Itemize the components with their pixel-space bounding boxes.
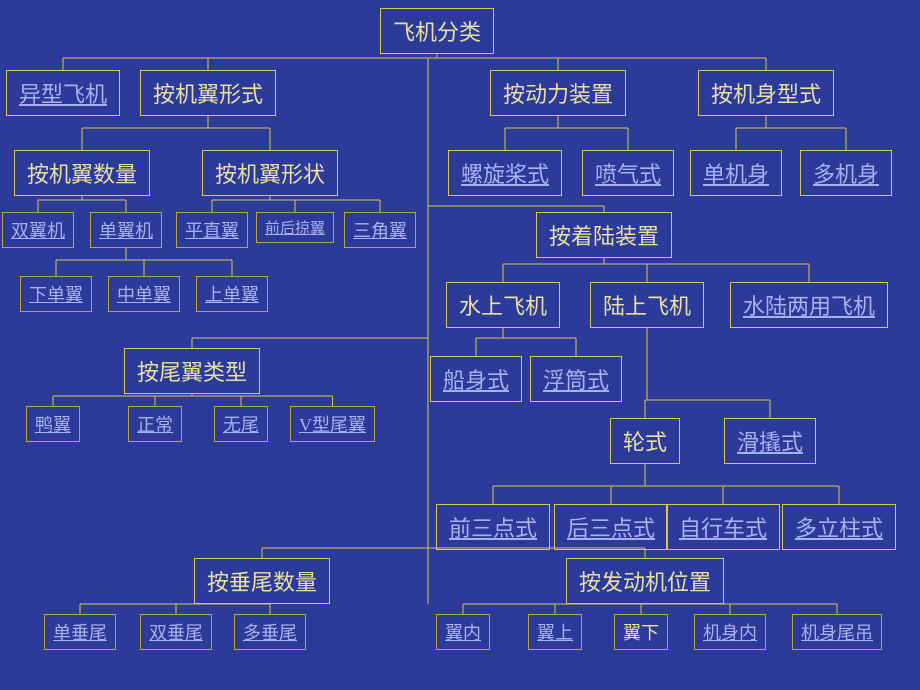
node-byPower: 按动力装置 <box>490 70 626 116</box>
node-label: 飞机分类 <box>393 15 481 47</box>
node-label: 按动力装置 <box>503 77 613 109</box>
node-seaplane: 水上飞机 <box>446 282 560 328</box>
node-bicycle[interactable]: 自行车式 <box>666 504 780 550</box>
node-label: 喷气式 <box>595 157 661 189</box>
node-label: 自行车式 <box>679 511 767 543</box>
node-label: 按机身型式 <box>711 77 821 109</box>
node-swept[interactable]: 前后掠翼 <box>256 212 334 243</box>
node-amphib[interactable]: 水陆两用飞机 <box>730 282 888 328</box>
node-label: 三角翼 <box>353 217 407 243</box>
node-label: 机身尾吊 <box>801 619 873 645</box>
node-label: 轮式 <box>623 425 667 457</box>
node-label: 单机身 <box>703 157 769 189</box>
node-label: 按尾翼类型 <box>137 355 247 387</box>
node-label: 翼内 <box>445 619 481 645</box>
node-label: 后三点式 <box>567 511 655 543</box>
node-singleV[interactable]: 单垂尾 <box>44 614 116 650</box>
node-tailless[interactable]: 无尾 <box>214 406 268 442</box>
node-doubleV[interactable]: 双垂尾 <box>140 614 212 650</box>
node-monoplane[interactable]: 单翼机 <box>90 212 162 248</box>
node-onWing[interactable]: 翼上 <box>528 614 582 650</box>
node-label: V型尾翼 <box>299 411 366 437</box>
node-root: 飞机分类 <box>380 8 494 54</box>
node-inFus[interactable]: 机身内 <box>694 614 766 650</box>
node-label: 双垂尾 <box>149 619 203 645</box>
node-jet[interactable]: 喷气式 <box>582 150 674 196</box>
node-straight[interactable]: 平直翼 <box>176 212 248 248</box>
node-normal[interactable]: 正常 <box>128 406 182 442</box>
node-label: 机身内 <box>703 619 757 645</box>
node-singleF[interactable]: 单机身 <box>690 150 782 196</box>
node-byVtailNum: 按垂尾数量 <box>194 558 330 604</box>
node-label: 下单翼 <box>29 281 83 307</box>
node-skid[interactable]: 滑撬式 <box>724 418 816 464</box>
node-label: 陆上飞机 <box>603 289 691 321</box>
node-label: 翼上 <box>537 619 573 645</box>
node-label: 按机翼形状 <box>215 157 325 189</box>
node-label: 单翼机 <box>99 217 153 243</box>
node-label: 按垂尾数量 <box>207 565 317 597</box>
node-label: 多机身 <box>813 157 879 189</box>
node-byWingShape: 按机翼形状 <box>202 150 338 196</box>
node-inWing[interactable]: 翼内 <box>436 614 490 650</box>
node-label: 按机翼形式 <box>153 77 263 109</box>
node-label: 无尾 <box>223 411 259 437</box>
node-label: 水陆两用飞机 <box>743 289 875 321</box>
node-canard[interactable]: 鸭翼 <box>26 406 80 442</box>
node-delta[interactable]: 三角翼 <box>344 212 416 248</box>
node-label: 鸭翼 <box>35 411 71 437</box>
node-byEnginePos: 按发动机位置 <box>566 558 724 604</box>
node-float[interactable]: 浮筒式 <box>530 356 622 402</box>
node-byWingNum: 按机翼数量 <box>14 150 150 196</box>
node-label: 双翼机 <box>11 217 65 243</box>
node-label: 单垂尾 <box>53 619 107 645</box>
node-label: 滑撬式 <box>737 425 803 457</box>
node-byTail: 按尾翼类型 <box>124 348 260 394</box>
node-vtail[interactable]: V型尾翼 <box>290 406 375 442</box>
node-byLanding: 按着陆装置 <box>536 212 672 258</box>
node-multiF[interactable]: 多机身 <box>800 150 892 196</box>
node-label: 中单翼 <box>117 281 171 307</box>
node-byWing: 按机翼形式 <box>140 70 276 116</box>
node-biplane[interactable]: 双翼机 <box>2 212 74 248</box>
node-odd[interactable]: 异型飞机 <box>6 70 120 116</box>
node-underWing: 翼下 <box>614 614 668 650</box>
node-label: 按机翼数量 <box>27 157 137 189</box>
node-label: 异型飞机 <box>19 77 107 109</box>
node-midW[interactable]: 中单翼 <box>108 276 180 312</box>
node-label: 翼下 <box>623 619 659 645</box>
node-hull[interactable]: 船身式 <box>430 356 522 402</box>
node-byFuselage: 按机身型式 <box>698 70 834 116</box>
node-label: 螺旋桨式 <box>461 157 549 189</box>
node-label: 多立柱式 <box>795 511 883 543</box>
node-tailMount[interactable]: 机身尾吊 <box>792 614 882 650</box>
node-label: 正常 <box>137 411 173 437</box>
node-label: 平直翼 <box>185 217 239 243</box>
node-multiV[interactable]: 多垂尾 <box>234 614 306 650</box>
node-multipost[interactable]: 多立柱式 <box>782 504 896 550</box>
node-label: 船身式 <box>443 363 509 395</box>
node-label: 浮筒式 <box>543 363 609 395</box>
node-landplane: 陆上飞机 <box>590 282 704 328</box>
node-tricycle[interactable]: 前三点式 <box>436 504 550 550</box>
node-propeller[interactable]: 螺旋桨式 <box>448 150 562 196</box>
node-taildragger[interactable]: 后三点式 <box>554 504 668 550</box>
node-label: 按发动机位置 <box>579 565 711 597</box>
node-wheel: 轮式 <box>610 418 680 464</box>
node-label: 前三点式 <box>449 511 537 543</box>
node-lowW[interactable]: 下单翼 <box>20 276 92 312</box>
node-highW[interactable]: 上单翼 <box>196 276 268 312</box>
node-label: 上单翼 <box>205 281 259 307</box>
node-label: 按着陆装置 <box>549 219 659 251</box>
node-label: 水上飞机 <box>459 289 547 321</box>
node-label: 前后掠翼 <box>265 217 325 238</box>
node-label: 多垂尾 <box>243 619 297 645</box>
